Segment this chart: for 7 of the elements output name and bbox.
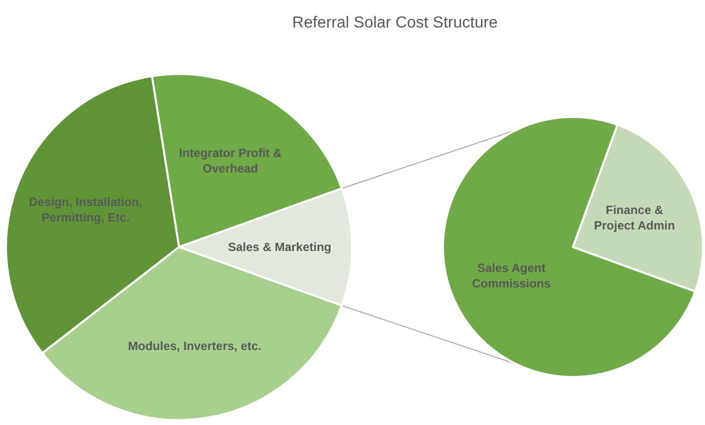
slice-label: Finance & Project Admin: [594, 203, 675, 233]
slice-label: Sales Agent Commissions: [472, 261, 552, 291]
slice-label: Design, Installation, Permitting, Etc.: [29, 195, 142, 225]
slice-label: Modules, Inverters, etc.: [128, 339, 262, 353]
text: Referral Solar Cost Structure: [292, 14, 498, 32]
slice-label: Integrator Profit & Overhead: [179, 146, 282, 176]
slice-label: Sales & Marketing: [228, 240, 332, 254]
